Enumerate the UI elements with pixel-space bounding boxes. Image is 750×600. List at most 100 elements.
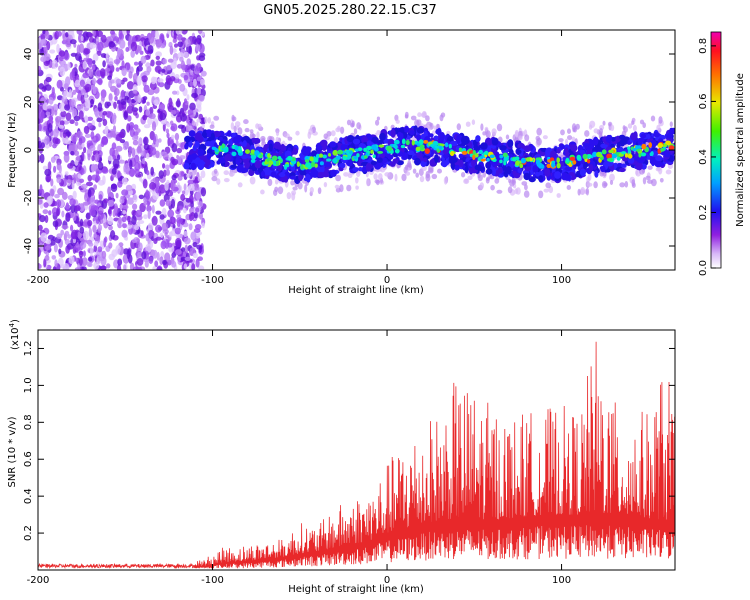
noise-speckle (152, 105, 158, 109)
noise-speckle (141, 75, 148, 83)
signal-band (564, 166, 573, 171)
signal-halo (290, 180, 295, 186)
noise-speckle (79, 256, 83, 266)
noise-speckle (134, 168, 140, 176)
signal-halo (632, 124, 637, 132)
snr-scale-prefix: (x10 (10, 327, 21, 350)
noise-speckle (79, 43, 84, 54)
signal-halo (196, 118, 202, 123)
noise-speckle (161, 222, 169, 232)
noise-speckle (56, 199, 62, 208)
noise-speckle (183, 189, 189, 196)
noise-speckle (167, 242, 173, 248)
signal-peak (576, 154, 582, 161)
noise-speckle (60, 110, 67, 118)
noise-speckle (165, 164, 170, 170)
signal-band (505, 166, 512, 175)
signal-band (301, 148, 310, 156)
noise-speckle (184, 98, 187, 104)
signal-peak (296, 161, 300, 168)
signal-peak (551, 162, 556, 168)
signal-halo (237, 127, 243, 135)
signal-band (556, 148, 561, 154)
noise-speckle (47, 161, 51, 172)
signal-band (192, 145, 197, 151)
signal-peak (520, 157, 527, 164)
noise-speckle (78, 110, 84, 120)
noise-speckle (52, 103, 59, 113)
noise-speckle (82, 60, 88, 70)
snr-ytick-label: 0.2 (23, 525, 34, 541)
signal-halo (287, 136, 293, 141)
snr-scale-exponent: 4 (8, 322, 16, 327)
signal-band (320, 139, 328, 147)
noise-speckle (171, 216, 175, 223)
noise-speckle (126, 62, 131, 71)
noise-speckle (43, 125, 48, 131)
noise-speckle (39, 184, 43, 194)
noise-speckle (192, 252, 198, 259)
noise-speckle (70, 150, 75, 156)
signal-halo (373, 173, 378, 180)
noise-speckle (152, 266, 157, 270)
noise-speckle (167, 58, 174, 63)
signal-peak (378, 144, 385, 148)
snr-ytick-label: 0.8 (23, 414, 34, 430)
signal-band (594, 170, 599, 178)
noise-speckle (123, 111, 128, 120)
noise-speckle (63, 90, 67, 100)
signal-halo (346, 184, 352, 192)
signal-band (549, 150, 557, 159)
noise-speckle (173, 32, 177, 40)
signal-halo (485, 130, 491, 139)
spectrogram-xtick-label: 0 (384, 275, 390, 286)
noise-speckle (107, 75, 112, 81)
noise-speckle (68, 30, 74, 34)
noise-speckle (187, 109, 194, 116)
signal-peak (305, 162, 311, 168)
noise-speckle (65, 202, 70, 212)
signal-band (618, 167, 626, 173)
noise-speckle (146, 200, 151, 207)
signal-band (663, 151, 671, 158)
noise-speckle (134, 162, 141, 171)
noise-speckle (118, 30, 123, 40)
noise-speckle (152, 249, 158, 259)
signal-halo (414, 119, 420, 127)
noise-speckle (180, 60, 186, 71)
signal-halo (535, 135, 541, 142)
noise-speckle (91, 64, 96, 71)
signal-band (605, 134, 612, 143)
noise-speckle (148, 33, 155, 44)
signal-halo (255, 123, 260, 129)
noise-speckle (146, 66, 152, 73)
signal-peak (366, 145, 372, 151)
colorbar-axes: 0.0 0.2 0.4 0.6 0.8 (698, 38, 716, 276)
noise-speckle (78, 55, 83, 63)
noise-speckle (74, 160, 79, 166)
noise-speckle (52, 128, 59, 138)
noise-speckle (121, 177, 128, 185)
noise-speckle (170, 181, 175, 191)
signal-halo (243, 119, 249, 125)
noise-speckle (120, 89, 125, 98)
noise-speckle (164, 252, 171, 263)
signal-peak (231, 151, 237, 157)
signal-halo (577, 188, 581, 196)
noise-speckle (87, 219, 93, 227)
signal-peak (489, 154, 495, 159)
noise-speckle (40, 34, 46, 40)
signal-halo (650, 115, 656, 122)
signal-halo (521, 181, 528, 186)
noise-speckle (85, 99, 91, 109)
signal-peak (434, 145, 440, 149)
signal-halo (622, 125, 626, 131)
signal-band (423, 157, 428, 163)
noise-speckle (142, 178, 148, 189)
signal-band (600, 165, 606, 173)
noise-speckle (53, 165, 57, 173)
noise-speckle (189, 69, 194, 76)
noise-speckle (58, 124, 64, 129)
signal-halo (619, 182, 626, 188)
signal-halo (233, 125, 237, 133)
